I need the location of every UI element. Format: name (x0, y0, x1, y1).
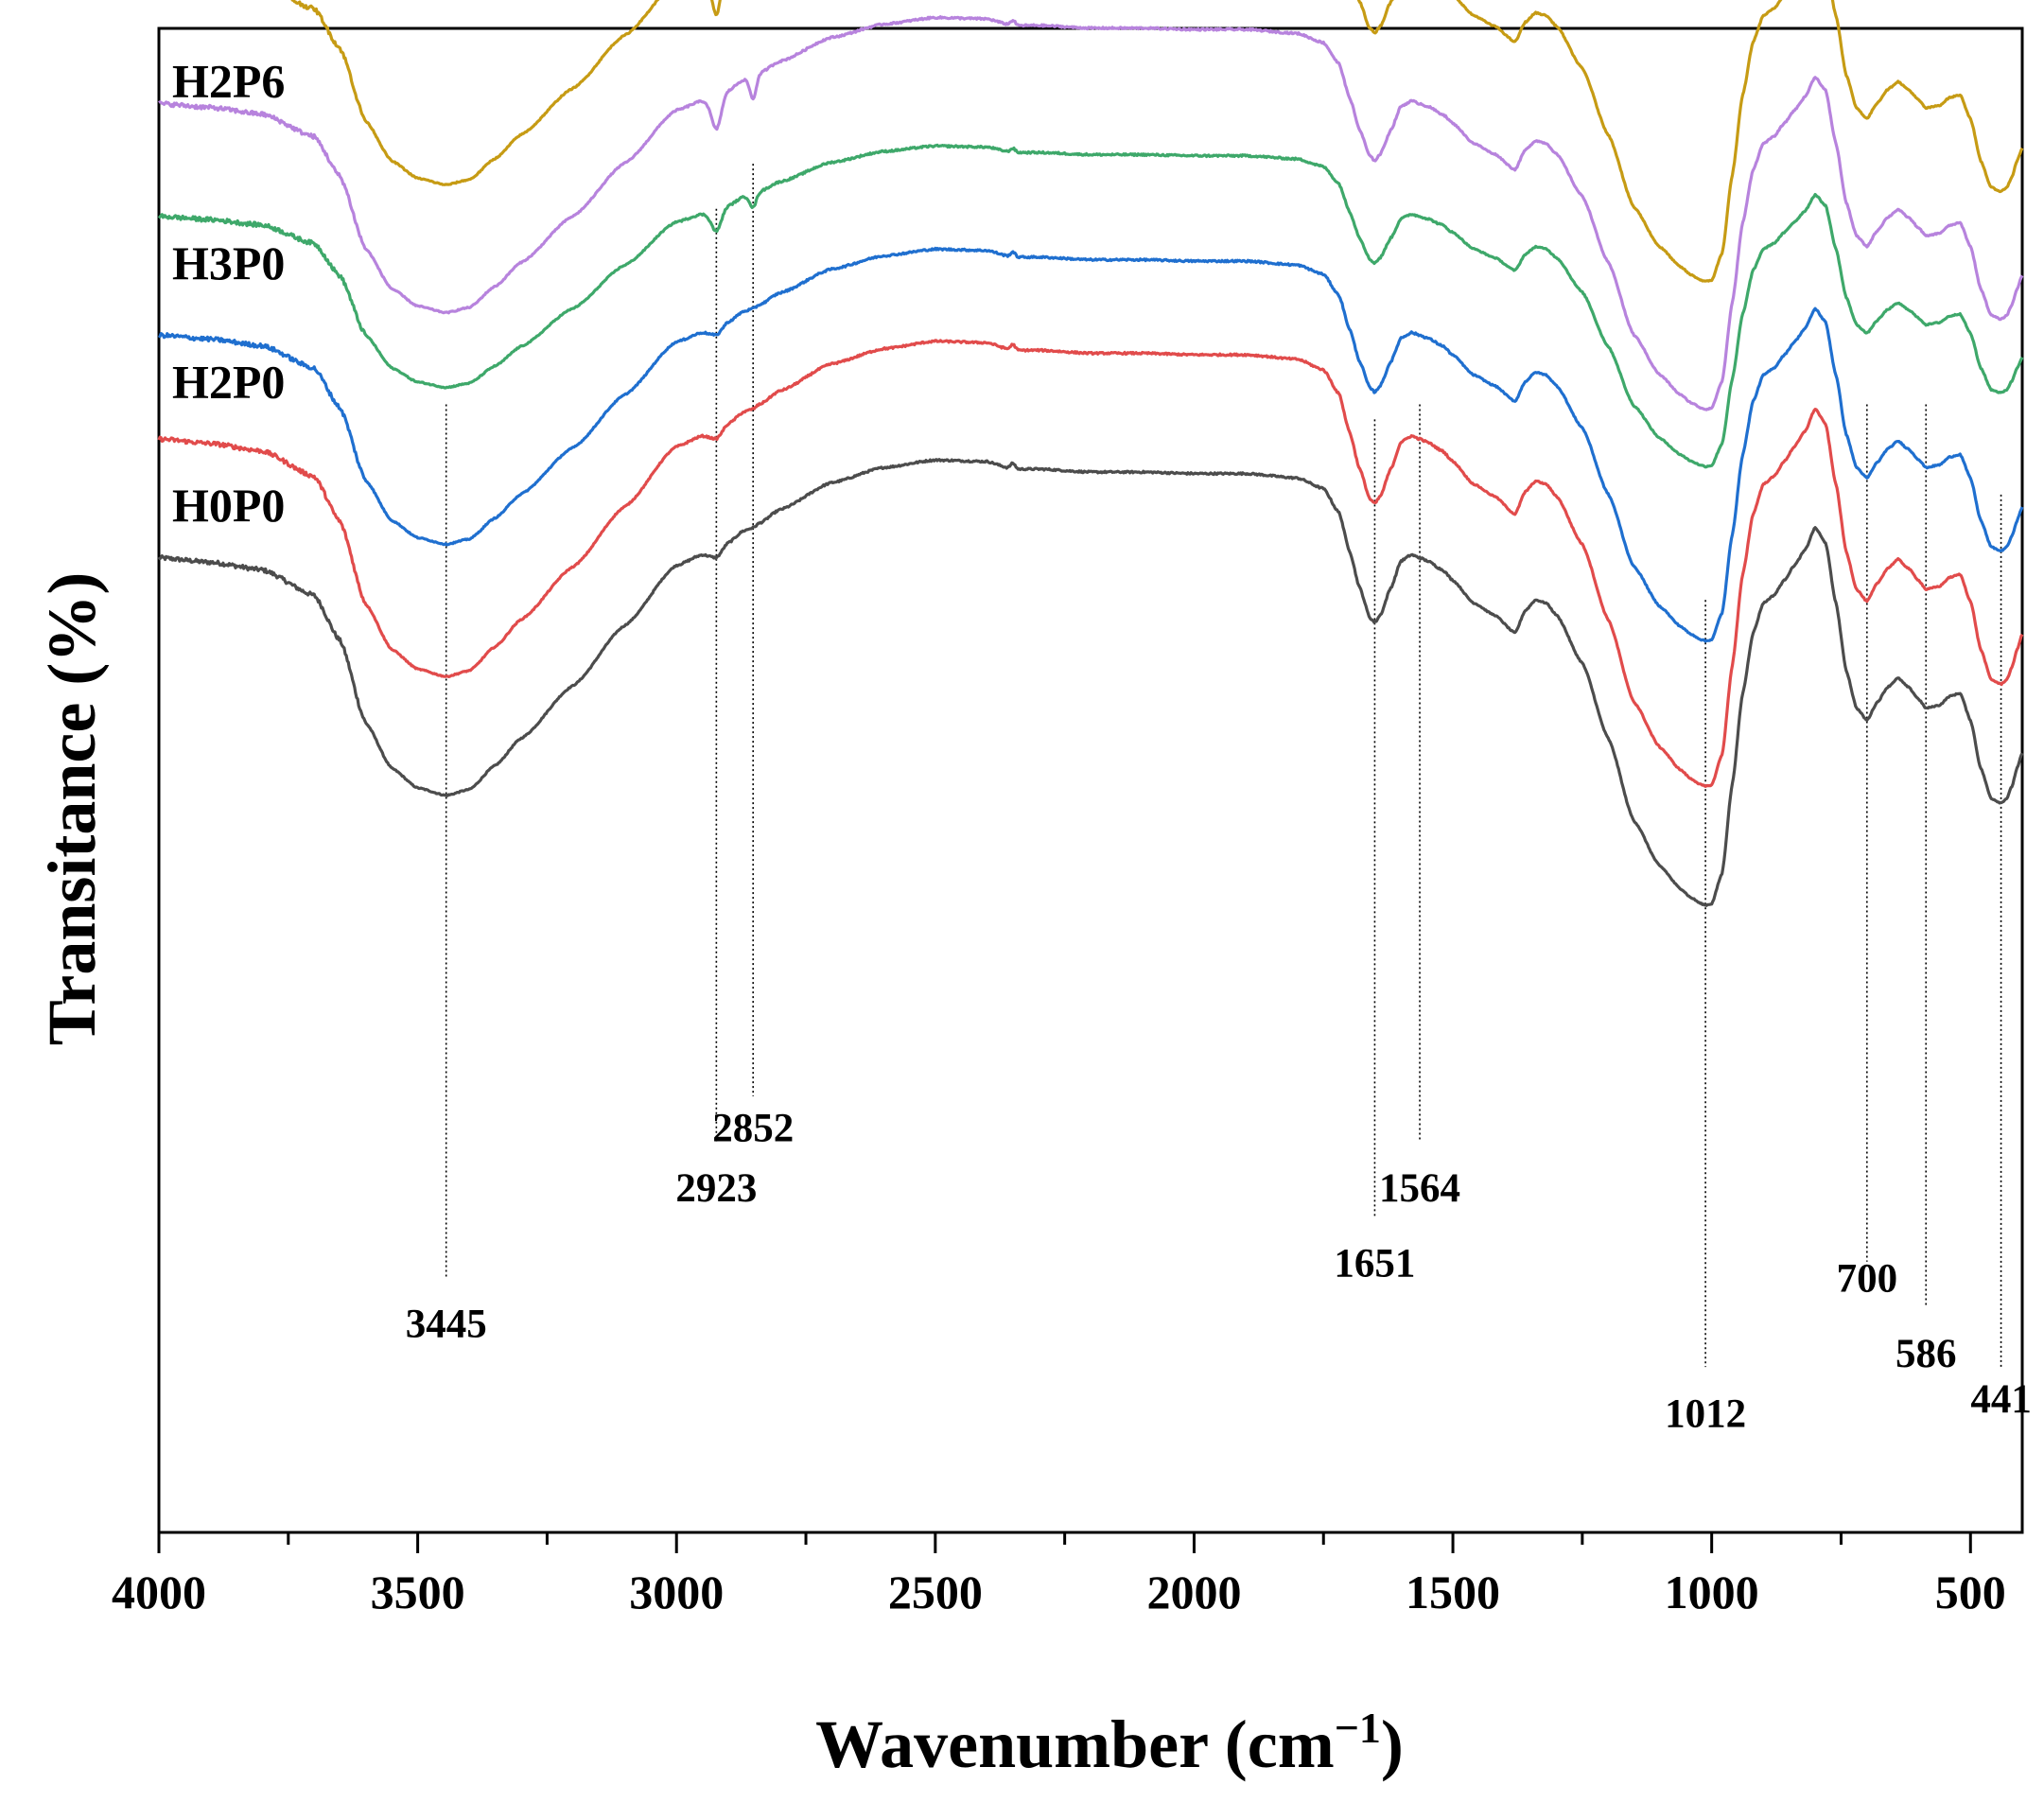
series-line-h3p0 (157, 246, 2024, 643)
peak-label-1012: 1012 (1665, 1392, 1746, 1437)
series-label-h0p0: H0P0 (172, 479, 285, 532)
series-label-h3p0: H3P0 (172, 236, 285, 289)
x-axis-title-text: Wavenumber (cm (815, 1706, 1335, 1782)
peak-label-1564: 1564 (1379, 1166, 1460, 1211)
x-tick-label: 2500 (888, 1566, 983, 1618)
x-tick-label: 3000 (629, 1566, 724, 1618)
series-label-h2p6: H2P6 (172, 55, 285, 108)
peak-label-2923: 2923 (675, 1166, 757, 1211)
x-axis-title-superscript: −1 (1335, 1704, 1381, 1752)
series-line-h2p0 (157, 339, 2024, 789)
series-labels: H0P0H2P0H3P0H2P6H3P6H3P10 (172, 55, 285, 532)
peak-label-1651: 1651 (1334, 1242, 1415, 1286)
x-axis: 4000 3500 3000 2500 2000 1500 1000 500 (112, 1532, 2006, 1618)
series-line-h0p0 (157, 458, 2024, 907)
peak-marker-lines (445, 164, 2002, 1368)
peak-label-700: 700 (1837, 1257, 1898, 1302)
x-tick-label: 500 (1935, 1566, 2006, 1618)
x-tick-label: 1000 (1665, 1566, 1759, 1618)
x-axis-title: Wavenumber (cm−1) (815, 1704, 1404, 1782)
y-axis-title: Transitance (%) (34, 572, 110, 1046)
peak-labels: 3445 2923 2852 1651 1564 1012 700 586 441 (406, 1107, 2032, 1437)
peak-label-2852: 2852 (712, 1107, 794, 1151)
peak-label-586: 586 (1896, 1332, 1957, 1376)
series-line-h3p6 (158, 15, 2024, 411)
spectrum-curves (157, 0, 2024, 907)
x-tick-label: 4000 (112, 1566, 206, 1618)
x-tick-label: 1500 (1406, 1566, 1500, 1618)
x-tick-label: 3500 (371, 1566, 465, 1618)
x-axis-title-close: ) (1381, 1706, 1404, 1782)
peak-label-441: 441 (1970, 1377, 2032, 1422)
x-tick-label: 2000 (1146, 1566, 1241, 1618)
series-label-h2p0: H2P0 (172, 356, 285, 409)
peak-label-3445: 3445 (406, 1302, 487, 1346)
series-line-h3p10 (290, 0, 2024, 283)
series-line-h2p6 (157, 143, 2024, 469)
